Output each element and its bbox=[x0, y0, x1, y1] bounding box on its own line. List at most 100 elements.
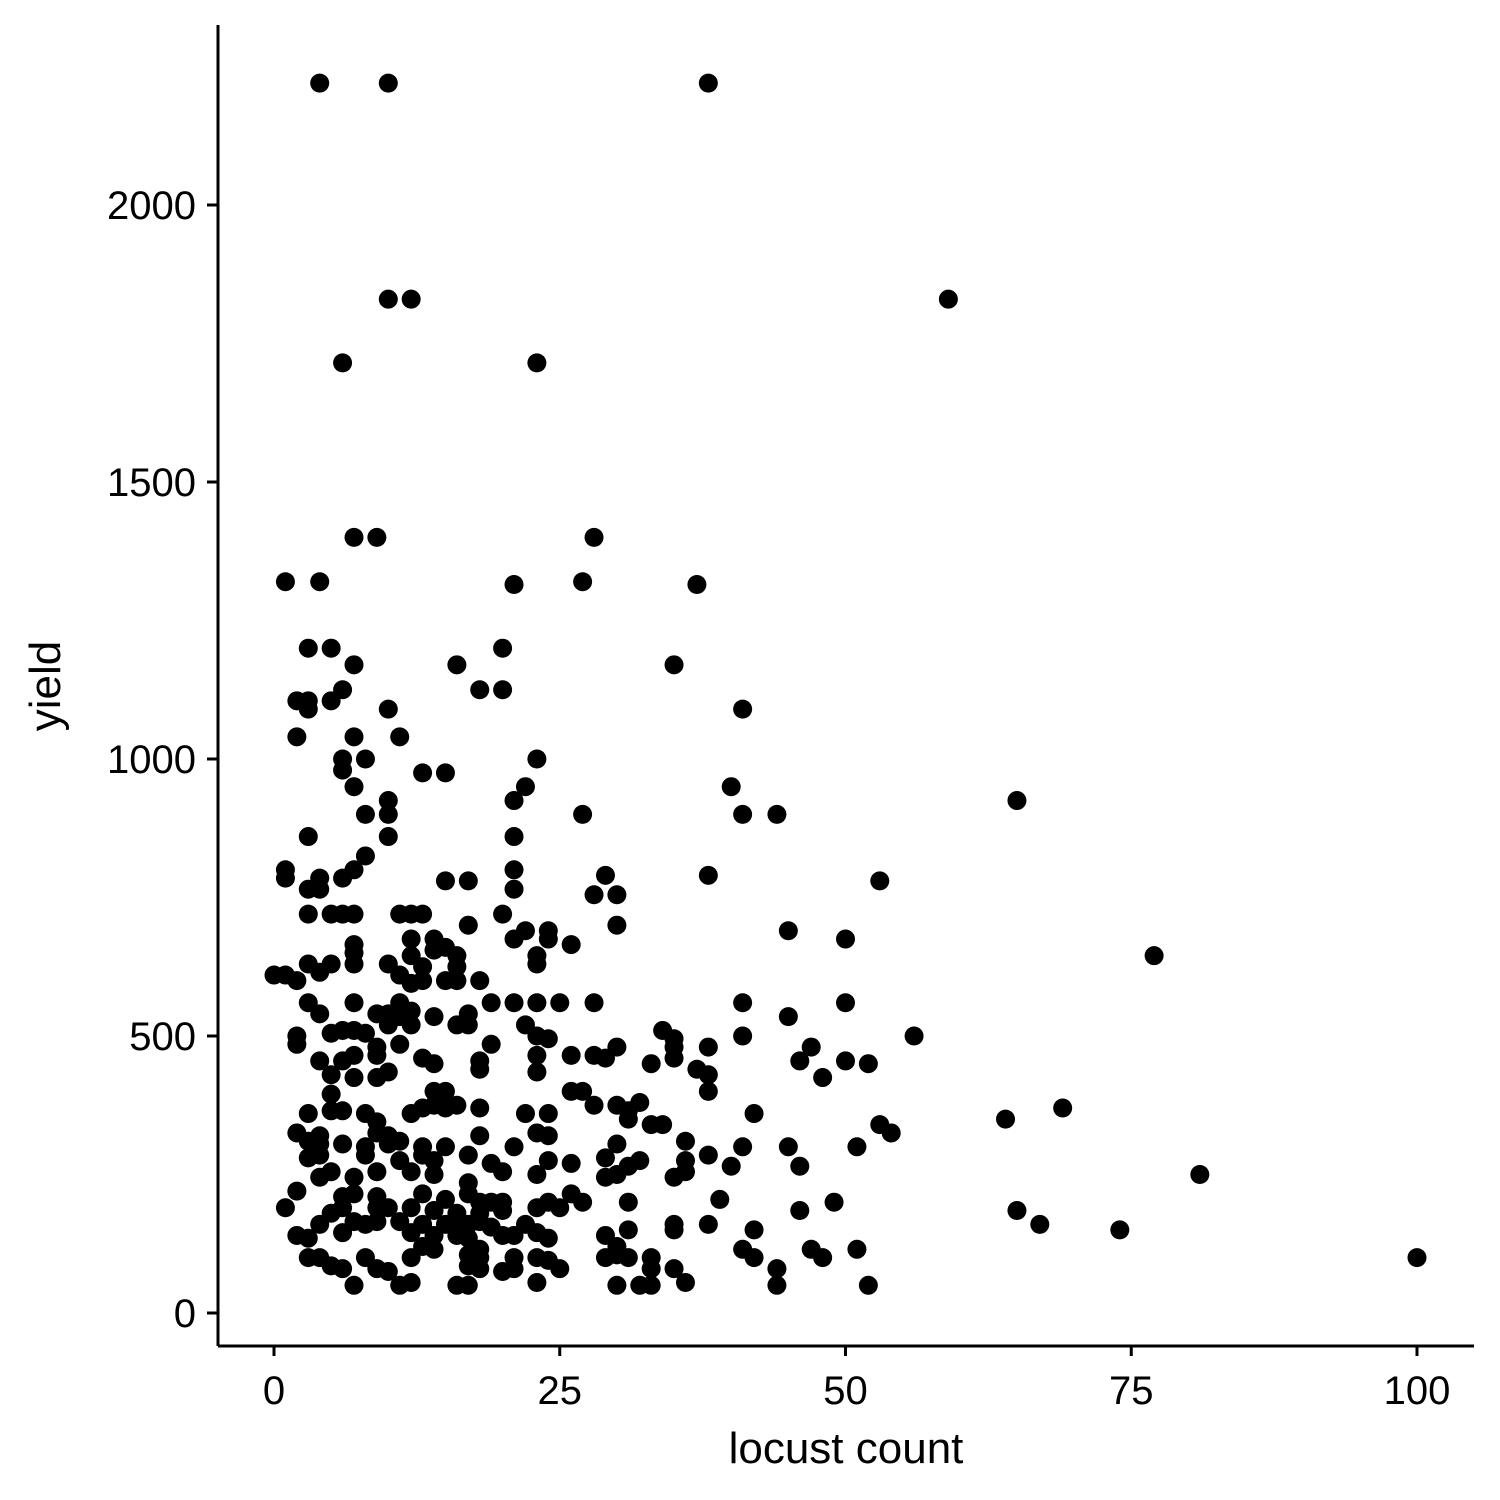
data-point bbox=[470, 1059, 490, 1079]
data-point bbox=[595, 1148, 615, 1168]
data-point bbox=[287, 971, 307, 991]
data-point bbox=[481, 993, 501, 1013]
y-tick-label: 1000 bbox=[107, 738, 196, 782]
data-point bbox=[333, 1134, 353, 1154]
data-point bbox=[538, 1151, 558, 1171]
data-point bbox=[355, 1023, 375, 1043]
data-point bbox=[527, 993, 547, 1013]
data-point bbox=[401, 289, 421, 309]
data-point bbox=[424, 1054, 444, 1074]
data-point bbox=[344, 954, 364, 974]
data-point bbox=[550, 1259, 570, 1279]
data-point bbox=[493, 904, 513, 924]
data-point bbox=[538, 1228, 558, 1248]
data-point bbox=[390, 1034, 410, 1054]
data-point bbox=[367, 527, 387, 547]
data-point bbox=[493, 1162, 513, 1182]
data-point bbox=[1110, 1220, 1130, 1240]
data-point bbox=[447, 971, 467, 991]
data-point bbox=[664, 1259, 684, 1279]
x-tick-label: 25 bbox=[538, 1369, 583, 1413]
data-point bbox=[607, 1165, 627, 1184]
data-point bbox=[390, 727, 410, 747]
data-point bbox=[664, 1048, 684, 1068]
data-point bbox=[847, 1239, 867, 1259]
data-point bbox=[310, 1214, 330, 1234]
data-point bbox=[744, 1248, 764, 1268]
data-point bbox=[470, 680, 490, 700]
data-point bbox=[310, 1051, 330, 1071]
data-point bbox=[321, 1084, 341, 1104]
data-point bbox=[401, 1223, 421, 1243]
data-point bbox=[458, 1145, 478, 1165]
data-point bbox=[1030, 1214, 1050, 1234]
data-point bbox=[1053, 1098, 1073, 1118]
data-point bbox=[344, 1167, 364, 1187]
data-point bbox=[813, 1068, 833, 1088]
data-point bbox=[641, 1275, 661, 1295]
data-point bbox=[310, 879, 330, 899]
data-point bbox=[561, 1045, 581, 1065]
data-point bbox=[515, 777, 535, 797]
data-point bbox=[298, 904, 318, 924]
data-point bbox=[733, 804, 753, 824]
data-point bbox=[504, 860, 524, 880]
data-point bbox=[767, 1259, 787, 1279]
data-point bbox=[424, 940, 444, 960]
data-point bbox=[595, 865, 615, 885]
data-point bbox=[584, 885, 604, 905]
data-point bbox=[355, 804, 375, 824]
data-point bbox=[470, 971, 490, 991]
data-point bbox=[836, 993, 855, 1013]
data-point bbox=[573, 804, 593, 824]
data-point bbox=[698, 1081, 718, 1101]
data-point bbox=[287, 1181, 307, 1201]
data-point bbox=[1407, 1248, 1427, 1268]
data-point bbox=[698, 865, 718, 885]
data-point bbox=[801, 1037, 821, 1057]
data-point bbox=[367, 1162, 387, 1182]
data-point bbox=[333, 1198, 353, 1218]
data-point bbox=[481, 1034, 501, 1054]
data-point bbox=[1144, 946, 1164, 966]
data-point bbox=[527, 1062, 547, 1082]
data-point bbox=[344, 993, 364, 1013]
data-point bbox=[298, 699, 318, 719]
data-point bbox=[1007, 791, 1027, 811]
data-point bbox=[938, 289, 958, 309]
data-point bbox=[607, 885, 627, 905]
data-point bbox=[321, 1162, 341, 1182]
data-point bbox=[573, 1081, 593, 1101]
data-point bbox=[344, 904, 364, 924]
data-point bbox=[378, 1198, 398, 1218]
data-point bbox=[504, 1259, 524, 1279]
data-point bbox=[584, 993, 604, 1013]
data-point bbox=[413, 904, 433, 924]
data-point bbox=[504, 827, 524, 847]
data-point bbox=[458, 871, 478, 891]
data-point bbox=[641, 1259, 661, 1279]
data-point bbox=[355, 1145, 375, 1165]
data-point bbox=[401, 1273, 421, 1293]
data-point bbox=[790, 1051, 810, 1071]
data-point bbox=[538, 1029, 558, 1049]
data-point bbox=[378, 289, 398, 309]
data-point bbox=[424, 1151, 444, 1171]
data-point bbox=[435, 1137, 455, 1157]
y-axis-title: yield bbox=[21, 641, 70, 732]
data-point bbox=[790, 1156, 810, 1176]
data-point bbox=[767, 1275, 787, 1295]
data-point bbox=[344, 527, 364, 547]
data-point bbox=[424, 1007, 444, 1027]
data-point bbox=[504, 1137, 524, 1157]
data-point bbox=[527, 946, 547, 966]
data-point bbox=[447, 1095, 467, 1115]
data-point bbox=[618, 1109, 638, 1129]
data-point bbox=[847, 1137, 867, 1157]
data-point bbox=[538, 1126, 558, 1146]
data-point bbox=[515, 1104, 535, 1124]
data-point bbox=[413, 763, 433, 783]
data-point bbox=[813, 1248, 833, 1268]
data-point bbox=[573, 572, 593, 592]
data-point bbox=[641, 1054, 661, 1074]
